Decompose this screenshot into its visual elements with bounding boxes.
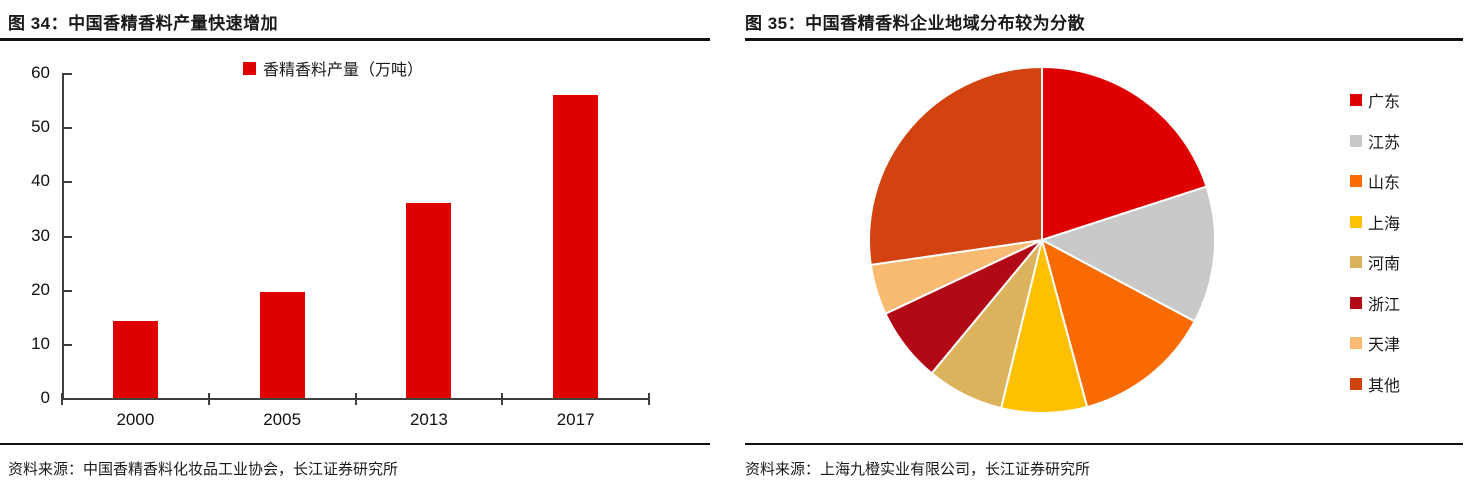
pie-legend-label: 其他 <box>1368 377 1401 395</box>
y-axis-tick-label: 0 <box>40 388 50 407</box>
bar <box>406 203 452 398</box>
pie-legend-item-6: 天津 <box>1350 323 1400 364</box>
y-axis-tick <box>64 127 72 130</box>
y-axis-tick-label: 50 <box>31 117 50 137</box>
x-axis-tick <box>61 393 63 405</box>
pie-slice-7 <box>868 66 1043 266</box>
pie-legend-item-1: 江苏 <box>1350 121 1400 162</box>
pie-legend-item-3: 上海 <box>1350 202 1400 243</box>
y-axis-tick <box>64 235 72 238</box>
y-axis-line <box>62 73 64 400</box>
x-axis-tick <box>354 393 357 405</box>
bar <box>553 94 599 398</box>
pie-legend: 广东江苏山东上海河南浙江天津其他 <box>1350 80 1400 404</box>
pie-legend-label: 江苏 <box>1368 134 1401 152</box>
y-axis-tick-label: 10 <box>31 333 50 353</box>
figure-35-title: 图 35：中国香精香料企业地域分布较为分散 <box>745 14 1086 33</box>
pie-legend-swatch <box>1350 134 1362 147</box>
pie-legend-swatch <box>1350 296 1362 309</box>
pie-svg <box>868 66 1216 414</box>
x-axis-category-label: 2017 <box>556 410 595 429</box>
pie-legend-swatch <box>1350 337 1362 350</box>
pie-legend-swatch <box>1350 377 1362 390</box>
x-axis-tick <box>501 393 504 405</box>
y-axis-tick <box>64 343 72 346</box>
bar <box>259 292 305 398</box>
bar-chart-legend: 香精香料产量（万吨） <box>243 56 423 80</box>
figure-34-title-rule <box>0 38 710 41</box>
pie-chart <box>866 64 1218 421</box>
figure-34-source-rule <box>0 443 710 445</box>
figure-34-source: 资料来源：中国香精香料化妆品工业协会，长江证券研究所 <box>8 461 399 478</box>
figure-35-source-rule <box>745 443 1463 445</box>
x-axis-category-label: 2005 <box>263 410 302 429</box>
figure-35-source: 资料来源：上海九橙实业有限公司，长江证券研究所 <box>745 461 1091 478</box>
y-axis-tick-label: 40 <box>31 171 50 191</box>
pie-legend-label: 广东 <box>1368 94 1401 112</box>
pie-legend-item-7: 其他 <box>1350 364 1400 405</box>
pie-legend-swatch <box>1350 215 1362 228</box>
pie-legend-item-4: 河南 <box>1350 242 1400 283</box>
y-axis-tick <box>64 289 72 292</box>
figure-35-title-rule <box>745 38 1463 41</box>
pie-legend-item-0: 广东 <box>1350 80 1400 121</box>
legend-swatch-red <box>243 61 256 75</box>
bar <box>112 320 158 398</box>
pie-legend-label: 山东 <box>1368 175 1401 193</box>
x-axis-tick <box>648 393 650 405</box>
pie-legend-item-5: 浙江 <box>1350 283 1400 324</box>
y-axis-tick <box>64 181 72 184</box>
pie-legend-label: 河南 <box>1368 256 1401 274</box>
pie-legend-label: 天津 <box>1368 337 1401 355</box>
figure-34-panel: 图 34：中国香精香料产量快速增加 0 10 20 30 40 50 60 2000 2005 2… <box>0 0 733 498</box>
x-axis-tick <box>207 393 210 405</box>
pie-legend-swatch <box>1350 94 1362 107</box>
pie-legend-swatch <box>1350 175 1362 188</box>
pie-slice-1 <box>1041 185 1216 323</box>
pie-legend-swatch <box>1350 256 1362 269</box>
y-axis-tick <box>64 73 72 75</box>
legend-label: 香精香料产量（万吨） <box>263 62 424 79</box>
pie-slice-0 <box>1041 66 1208 241</box>
figure-35-panel: 图 35：中国香精香料企业地域分布较为分散 广东江苏山东上海河南浙江天津其他 资… <box>733 0 1467 498</box>
bar-chart: 0 10 20 30 40 50 60 2000 2005 2013 2017 <box>0 44 733 439</box>
pie-slice-2 <box>1041 239 1196 409</box>
y-axis-tick-label: 20 <box>31 279 50 299</box>
y-axis-tick-label: 30 <box>31 225 50 245</box>
pie-legend-label: 浙江 <box>1368 296 1401 314</box>
pie-legend-label: 上海 <box>1368 215 1401 233</box>
figure-34-title: 图 34：中国香精香料产量快速增加 <box>8 14 279 33</box>
pie-legend-item-2: 山东 <box>1350 161 1400 202</box>
x-axis-category-label: 2000 <box>116 410 155 429</box>
x-axis-category-label: 2013 <box>409 410 448 429</box>
y-axis-tick-label: 60 <box>31 63 50 82</box>
